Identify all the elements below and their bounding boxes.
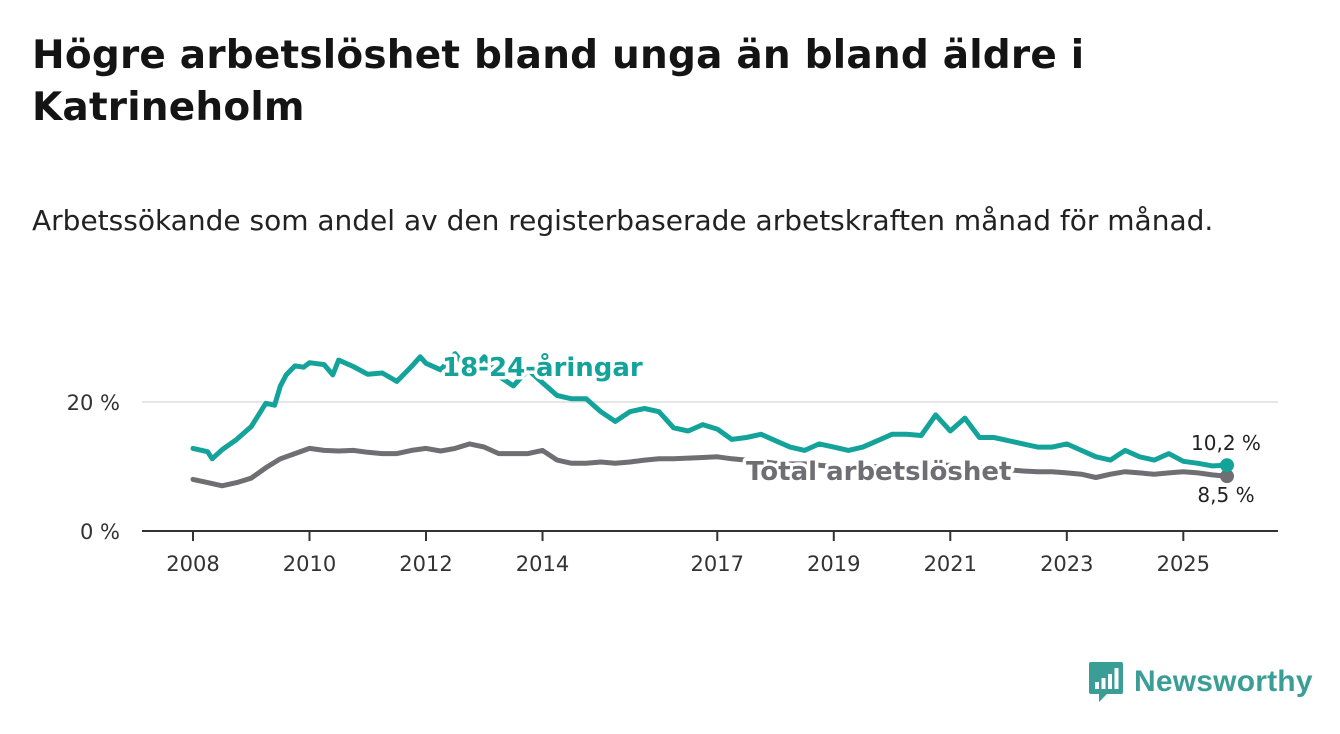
series-label-youth: 18-24-åringar	[442, 351, 643, 383]
series-line-total	[190, 441, 1230, 489]
series-end-point	[1220, 458, 1234, 473]
x-tick-label: 2025	[1157, 552, 1210, 576]
chart-subtitle: Arbetssökande som andel av den registerb…	[32, 204, 1214, 237]
end-value-label-youth: 10,2 %	[1191, 431, 1261, 455]
x-tick-label: 2010	[283, 552, 336, 576]
x-tick-label: 2014	[516, 552, 569, 576]
bar-chart-bubble-icon	[1089, 662, 1123, 702]
x-tick-label: 2008	[166, 552, 219, 576]
y-tick-label: 20 %	[67, 391, 120, 415]
chart-title: Högre arbetslöshet bland unga än bland ä…	[32, 33, 1085, 130]
newsworthy-logo: Newsworthy	[1088, 660, 1313, 704]
series-labels: 18-24-åringar Total arbetslöshet 10,2 % 8,5…	[439, 348, 1264, 510]
end-value-label-total: 8,5 %	[1197, 483, 1254, 507]
series-lines	[190, 351, 1234, 489]
x-tick-label: 2021	[924, 552, 977, 576]
series-label-total: Total arbetslöshet	[746, 457, 1011, 487]
line-chart: 0 % 20 % 2008 2010 2012 2014 2017 2019 2021 2023 2…	[67, 348, 1278, 576]
y-tick-label: 0 %	[80, 520, 120, 544]
axes: 0 % 20 % 2008 2010 2012 2014 2017 2019 2021 2023 2…	[67, 391, 1278, 576]
series-line-youth	[190, 351, 1230, 469]
brand-name: Newsworthy	[1134, 665, 1313, 698]
x-tick-label: 2023	[1040, 552, 1093, 576]
x-tick-label: 2017	[691, 552, 744, 576]
x-tick-label: 2019	[807, 552, 860, 576]
x-tick-label: 2012	[399, 552, 452, 576]
series-end-point	[1220, 469, 1234, 484]
